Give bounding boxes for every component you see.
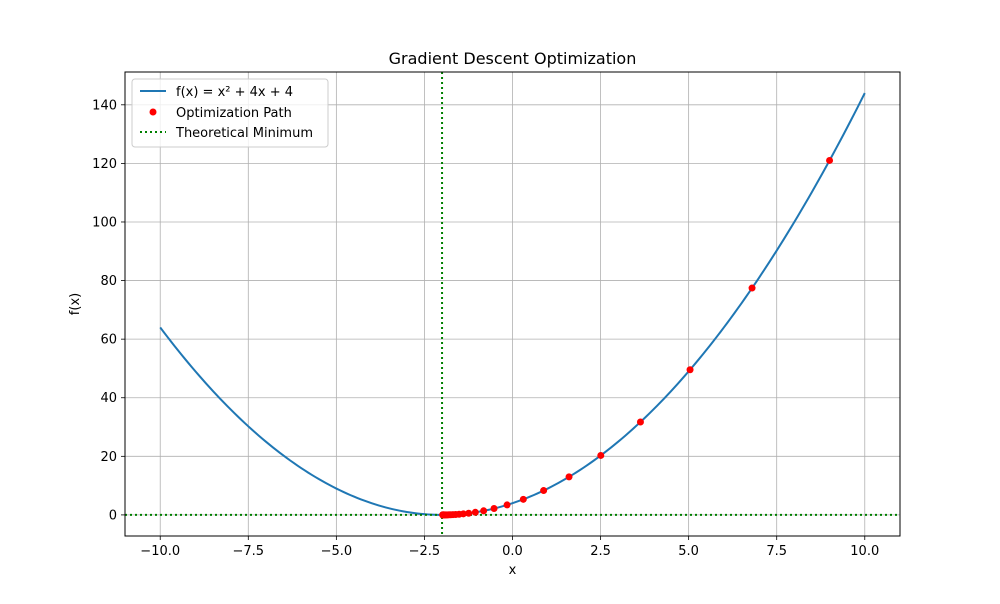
y-tick-label: 40: [100, 391, 117, 406]
x-tick-label: −7.5: [233, 544, 265, 559]
x-tick-label: 5.0: [678, 544, 699, 559]
legend-label-curve: f(x) = x² + 4x + 4: [176, 85, 293, 100]
x-tick-label: 2.5: [590, 544, 611, 559]
optimization-point: [480, 507, 488, 515]
legend-label-points: Optimization Path: [176, 106, 292, 121]
legend-box: [131, 78, 329, 148]
legend: f(x) = x² + 4x + 4 Optimization Path The…: [131, 78, 329, 148]
y-tick-label: 60: [100, 333, 117, 348]
optimization-point: [748, 284, 756, 292]
y-tick-label: 140: [92, 98, 117, 113]
y-tick-label: 80: [100, 274, 117, 289]
optimization-point: [686, 366, 694, 374]
optimization-point: [636, 418, 644, 426]
x-tick-label: −5.0: [321, 544, 353, 559]
optimization-point: [540, 487, 548, 495]
legend-label-minimum: Theoretical Minimum: [175, 126, 313, 141]
y-tick-label: 0: [109, 508, 117, 523]
optimization-point: [490, 505, 498, 513]
y-tick-label: 100: [92, 215, 117, 230]
chart-title: Gradient Descent Optimization: [389, 49, 637, 68]
x-axis-label: x: [509, 563, 517, 578]
y-axis-label: f(x): [68, 293, 83, 315]
optimization-point: [826, 156, 834, 164]
optimization-point: [471, 508, 479, 516]
optimization-point: [465, 509, 473, 517]
y-tick-label: 20: [100, 450, 117, 465]
plot-data: [125, 72, 900, 536]
x-tick-label: 10.0: [850, 544, 879, 559]
x-tick-label: 7.5: [766, 544, 787, 559]
optimization-point: [519, 495, 527, 503]
x-tick-label: −10.0: [140, 544, 180, 559]
x-tick-label: 0.0: [502, 544, 523, 559]
function-curve: [159, 92, 866, 516]
optimization-point: [503, 501, 511, 509]
ticks: −10.0 −7.5 −5.0 −2.5 0.0 2.5 5.0 7.5 10.0 0 20 40 60…: [92, 98, 879, 559]
y-tick-label: 120: [92, 157, 117, 172]
optimization-point: [439, 511, 447, 519]
optimization-point: [565, 473, 573, 481]
optimization-point: [597, 451, 605, 459]
x-tick-label: −2.5: [409, 544, 441, 559]
legend-points-swatch: [149, 108, 157, 116]
